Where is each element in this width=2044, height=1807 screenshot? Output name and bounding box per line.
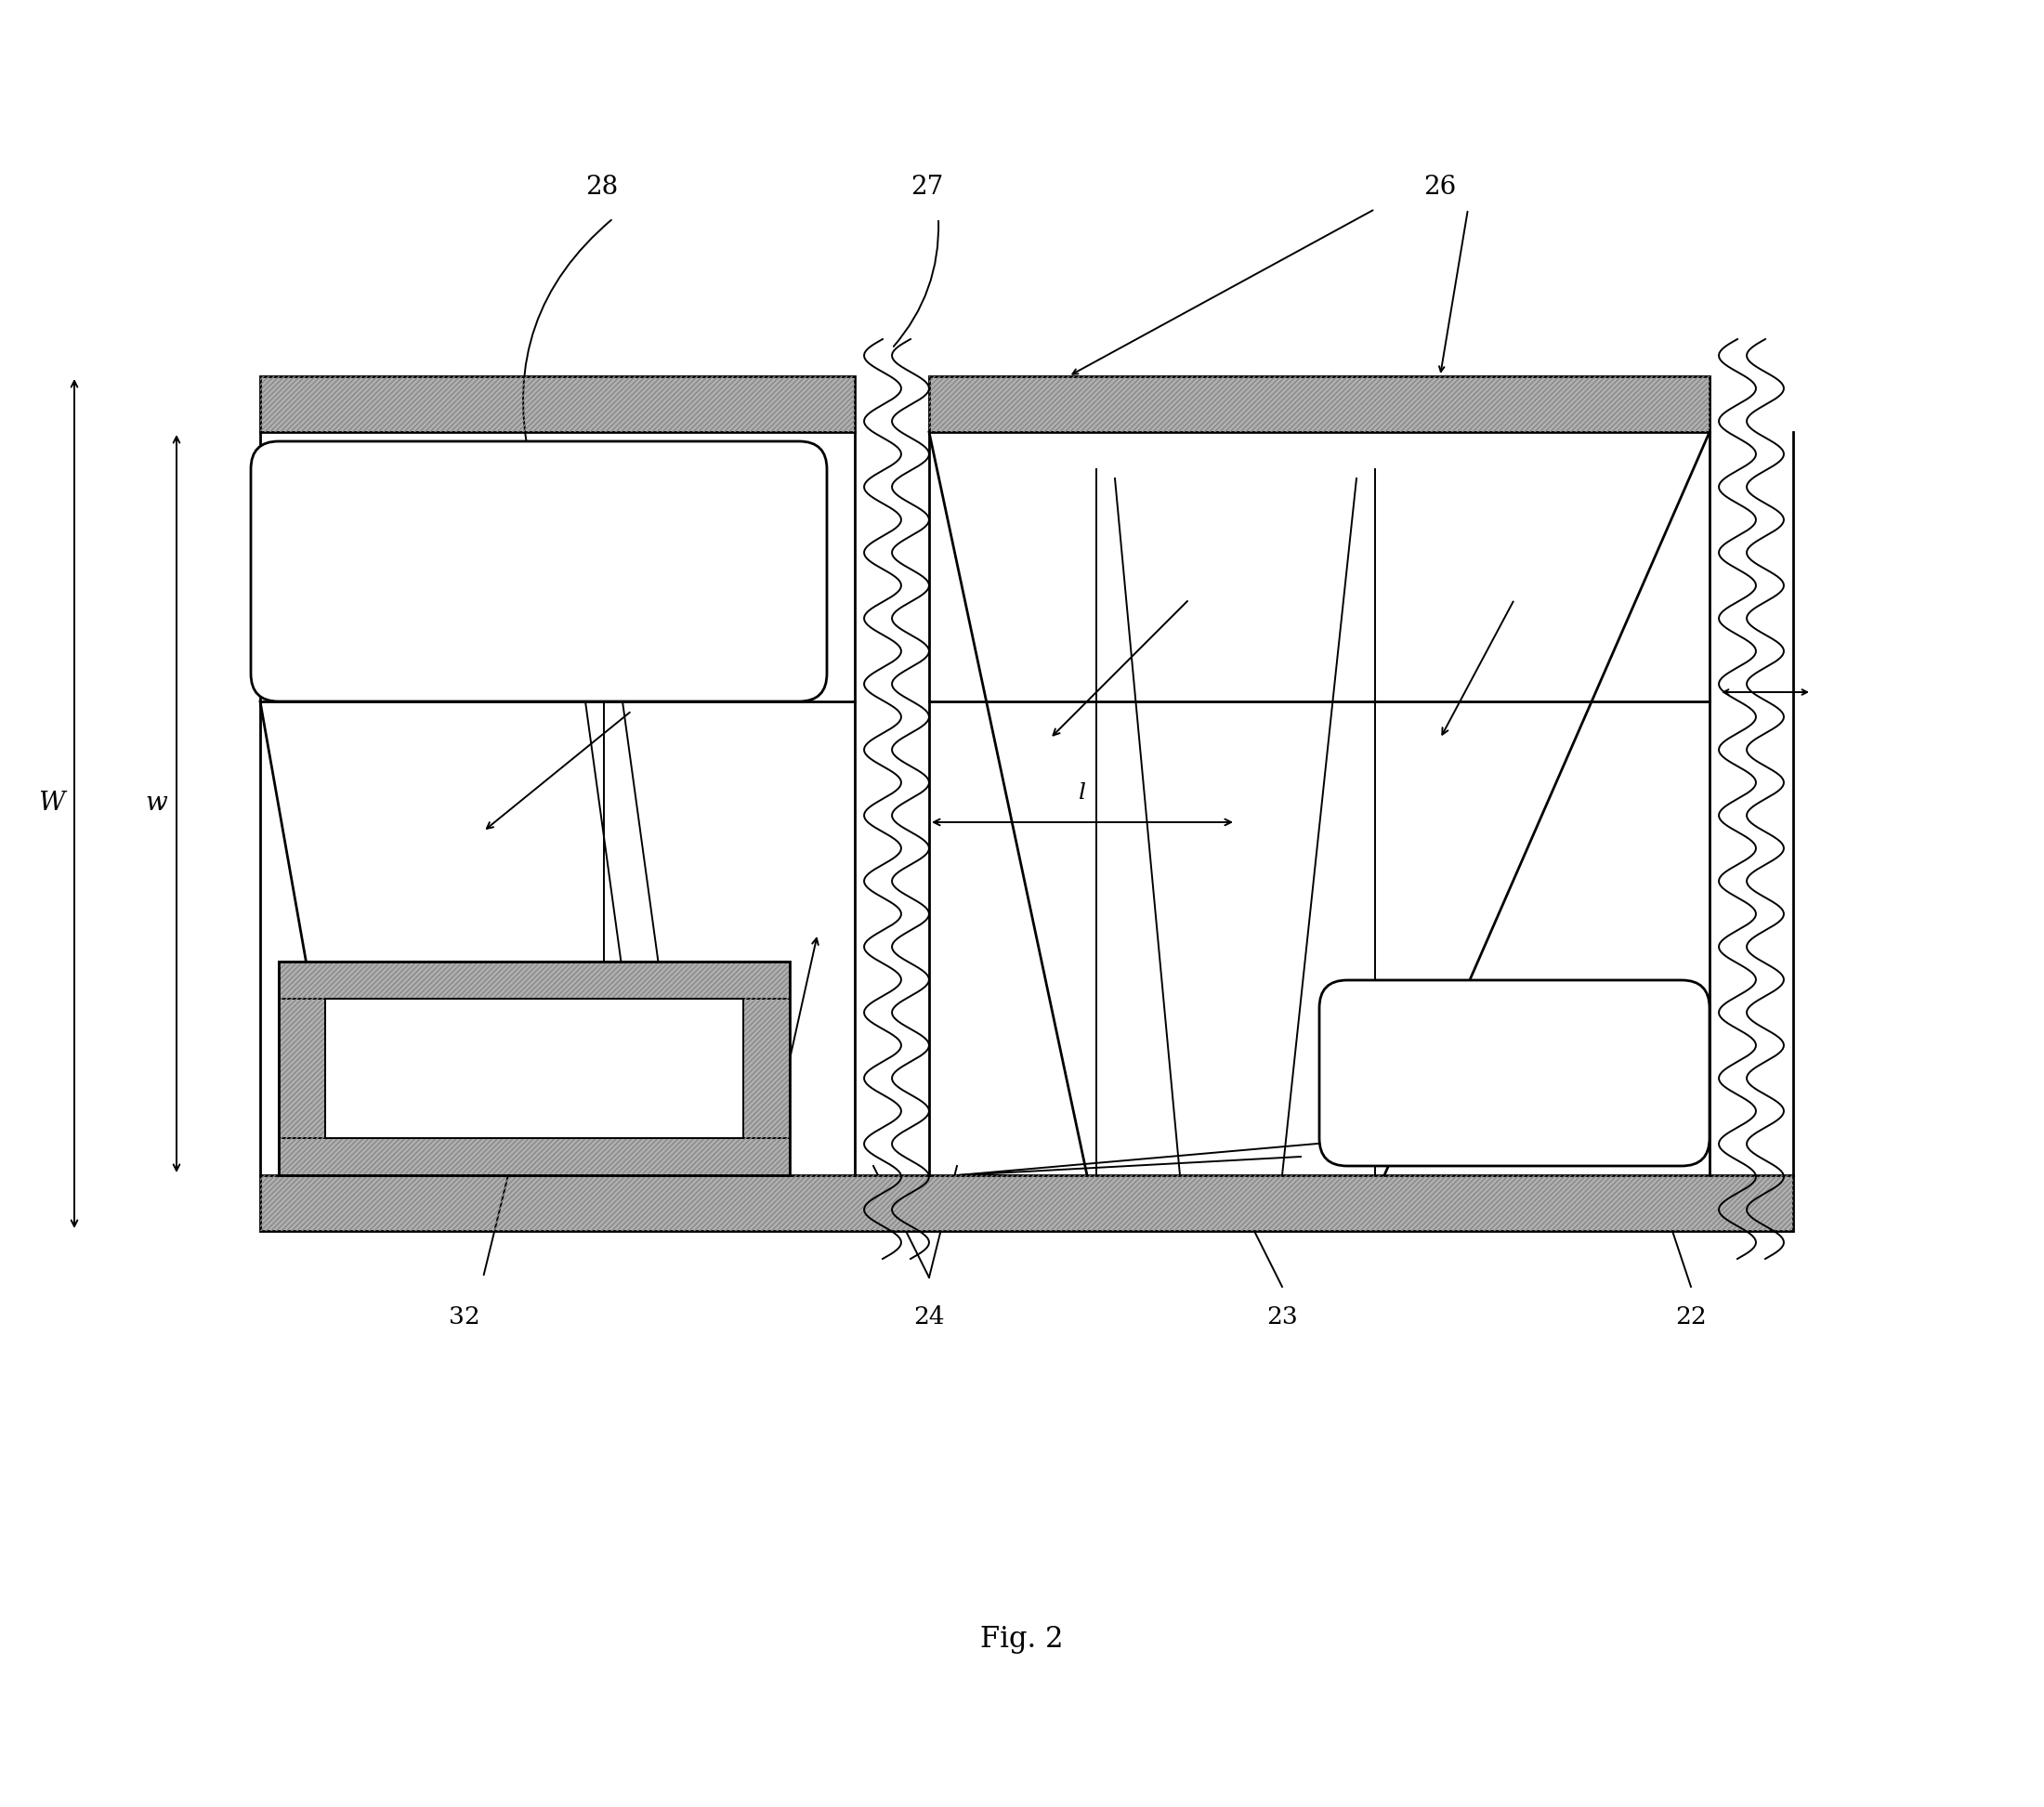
Bar: [278, 1138, 789, 1175]
Bar: [260, 376, 854, 432]
Text: 26: 26: [1425, 175, 1457, 201]
Text: 27: 27: [910, 175, 944, 201]
Text: 28: 28: [585, 175, 617, 201]
Bar: [744, 999, 789, 1138]
Bar: [278, 999, 325, 1138]
Bar: [744, 999, 789, 1138]
Bar: [260, 1175, 1793, 1231]
Text: w: w: [145, 791, 168, 817]
Bar: [278, 961, 789, 1175]
Bar: [278, 961, 789, 999]
Text: 32: 32: [450, 1305, 480, 1328]
FancyBboxPatch shape: [251, 441, 828, 701]
Bar: [930, 376, 1709, 432]
Bar: [278, 961, 789, 999]
Bar: [325, 999, 744, 1138]
Text: 22: 22: [1676, 1305, 1707, 1328]
Text: Fig. 2: Fig. 2: [981, 1624, 1063, 1653]
Text: L: L: [1506, 1037, 1523, 1059]
Bar: [278, 1138, 789, 1175]
Bar: [278, 999, 325, 1138]
Text: l: l: [1079, 782, 1085, 804]
Bar: [260, 1175, 1793, 1231]
Text: 24: 24: [914, 1305, 944, 1328]
Bar: [930, 376, 1709, 432]
Bar: [260, 376, 854, 432]
FancyBboxPatch shape: [1318, 979, 1709, 1166]
Text: 23: 23: [1267, 1305, 1298, 1328]
Text: W: W: [39, 791, 65, 817]
